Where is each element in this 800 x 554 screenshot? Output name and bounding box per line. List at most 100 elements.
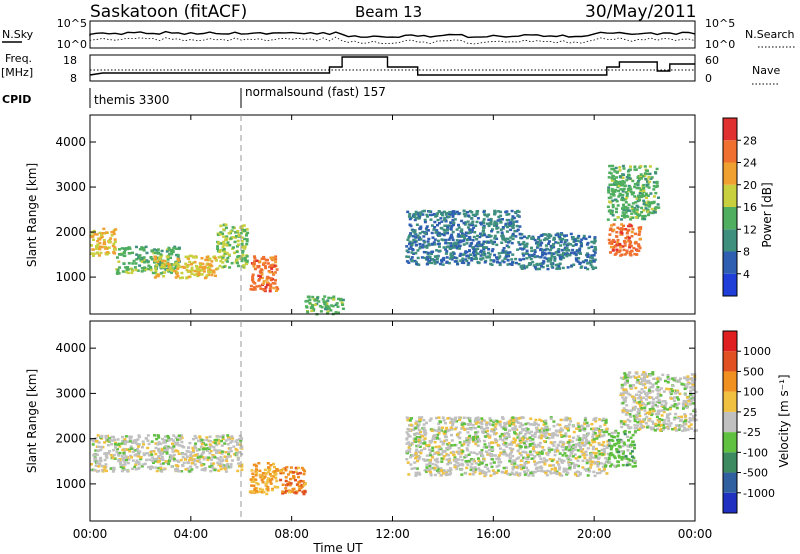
heatmap-cell — [539, 255, 543, 259]
heatmap-cell — [193, 434, 197, 438]
heatmap-cell — [615, 207, 619, 211]
heatmap-cell — [149, 451, 153, 454]
heatmap-cell — [621, 409, 625, 412]
heatmap-cell — [271, 263, 275, 266]
heatmap-cell — [272, 462, 275, 466]
heatmap-cell — [448, 257, 452, 260]
heatmap-cell — [626, 444, 630, 448]
heatmap-cell — [532, 253, 536, 256]
heatmap-cell — [269, 277, 273, 280]
heatmap-cell — [541, 446, 545, 449]
heatmap-cell — [294, 470, 298, 474]
heatmap-cell — [230, 261, 234, 265]
heatmap-cell — [249, 478, 253, 481]
heatmap-cell — [215, 451, 219, 454]
heatmap-cell — [216, 457, 220, 460]
heatmap-cell — [659, 394, 663, 397]
heatmap-cell — [447, 238, 451, 241]
heatmap-cell — [639, 237, 642, 241]
heatmap-cell — [425, 246, 429, 249]
heatmap-cell — [408, 419, 412, 422]
heatmap-cell — [568, 468, 572, 471]
heatmap-cell — [589, 463, 593, 466]
heatmap-cell — [147, 260, 150, 263]
heatmap-cell — [445, 472, 448, 476]
heatmap-cell — [619, 422, 623, 425]
heatmap-cell — [258, 473, 262, 477]
heatmap-cell — [645, 196, 648, 200]
heatmap-cell — [468, 419, 472, 423]
frequency-trace — [89, 56, 695, 76]
heatmap-cell — [461, 257, 465, 260]
heatmap-cell — [220, 444, 224, 447]
heatmap-cell — [610, 241, 614, 244]
heatmap-cell — [326, 310, 330, 313]
heatmap-cell — [571, 455, 575, 458]
heatmap-cell — [159, 442, 163, 445]
heatmap-cell — [623, 383, 627, 386]
heatmap-cell — [624, 228, 628, 231]
heatmap-cell — [122, 247, 126, 250]
heatmap-cell — [603, 462, 607, 466]
heatmap-cell — [187, 275, 191, 279]
heatmap-cell — [652, 377, 656, 381]
heatmap-cell — [225, 251, 229, 255]
heatmap-cell — [177, 264, 181, 268]
heatmap-cell — [245, 255, 249, 258]
colorbar-segment — [723, 472, 737, 493]
heatmap-cell — [518, 452, 522, 455]
heatmap-cell — [637, 186, 641, 190]
heatmap-cell — [116, 256, 119, 259]
heatmap-cell — [502, 427, 506, 430]
heatmap-cell — [673, 402, 677, 406]
heatmap-cell — [625, 249, 629, 252]
heatmap-cell — [474, 422, 478, 425]
heatmap-cell — [654, 412, 658, 416]
heatmap-cell — [575, 250, 579, 253]
heatmap-cell — [197, 273, 200, 276]
heatmap-cell — [134, 463, 138, 466]
heatmap-cell — [678, 392, 682, 396]
heatmap-cell — [177, 246, 181, 250]
heatmap-cell — [645, 416, 649, 419]
heatmap-cell — [497, 215, 501, 219]
heatmap-cell — [434, 255, 438, 259]
heatmap-cell — [628, 384, 632, 387]
heatmap-cell — [112, 230, 116, 234]
heatmap-cell — [174, 469, 178, 472]
heatmap-cell — [467, 453, 471, 456]
heatmap-cell — [213, 456, 217, 459]
heatmap-cell — [626, 409, 630, 413]
colorbar-frame — [722, 330, 738, 514]
heatmap-cell — [207, 266, 211, 269]
heatmap-cell — [447, 473, 451, 476]
heatmap-cell — [284, 489, 288, 493]
heatmap-cell — [453, 256, 457, 259]
heatmap-cell — [482, 232, 486, 235]
heatmap-cell — [621, 188, 625, 191]
heatmap-cell — [623, 244, 627, 247]
heatmap-cell — [458, 247, 462, 250]
heatmap-cell — [469, 436, 473, 440]
heatmap-cell — [171, 439, 175, 442]
heatmap-cell — [428, 468, 432, 471]
heatmap-cell — [621, 180, 625, 183]
heatmap-cell — [640, 211, 644, 214]
heatmap-cell — [580, 242, 583, 245]
heatmap-cell — [637, 402, 641, 405]
heatmap-cell — [630, 235, 634, 238]
heatmap-cell — [650, 427, 653, 430]
heatmap-cell — [253, 267, 257, 271]
heatmap-cell — [260, 478, 264, 482]
heatmap-cell — [511, 466, 515, 469]
heatmap-cell — [489, 217, 493, 221]
heatmap-cell — [238, 464, 241, 468]
heatmap-cell — [436, 239, 440, 243]
heatmap-cell — [542, 448, 546, 452]
heatmap-cell — [292, 471, 296, 474]
heatmap-cell — [199, 455, 203, 458]
heatmap-cell — [637, 396, 641, 400]
heatmap-cell — [205, 256, 209, 259]
heatmap-cell — [256, 264, 260, 268]
heatmap-cell — [553, 257, 557, 260]
